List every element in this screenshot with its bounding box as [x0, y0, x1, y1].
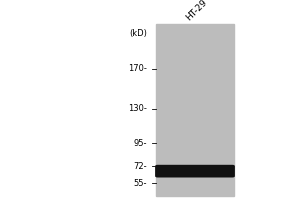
Text: (kD): (kD)	[129, 29, 147, 38]
Text: HT-29: HT-29	[184, 0, 209, 22]
Text: 72-: 72-	[134, 162, 147, 171]
Text: 95-: 95-	[134, 139, 147, 148]
Text: 55-: 55-	[134, 179, 147, 188]
Bar	[156, 24, 234, 196]
Text: 130-: 130-	[128, 104, 147, 113]
Text: 170-: 170-	[128, 64, 147, 73]
FancyBboxPatch shape	[155, 165, 235, 177]
